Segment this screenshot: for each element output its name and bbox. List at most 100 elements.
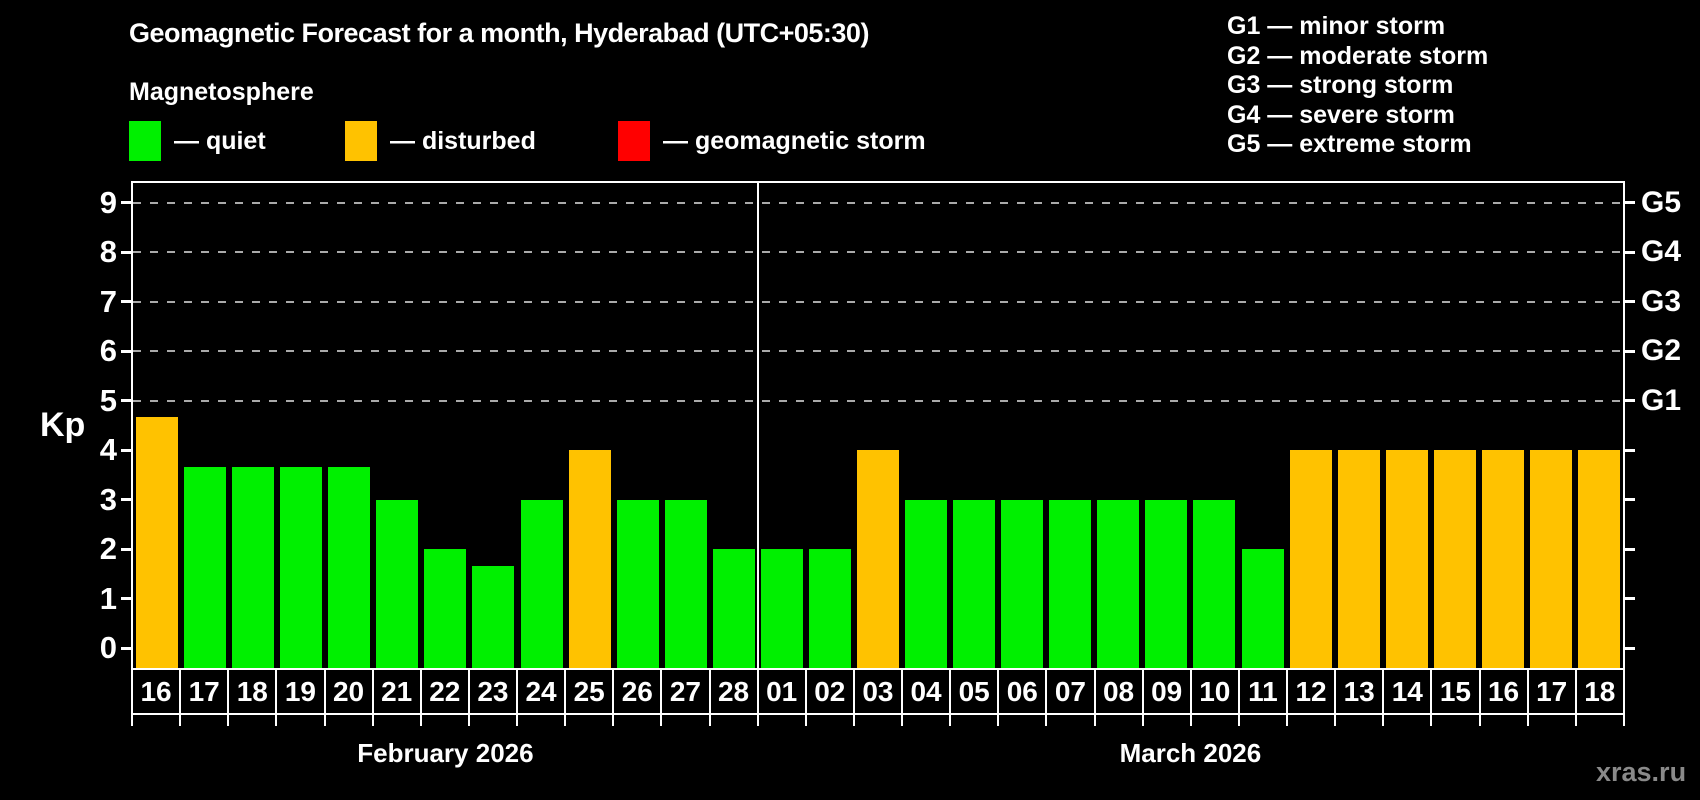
date-cell-mar-09: 09 xyxy=(1141,670,1190,713)
y-tick-label-7: 7 xyxy=(99,283,117,319)
plot-area xyxy=(131,181,1625,668)
watermark: xras.ru xyxy=(1596,757,1687,787)
right-axis-label-g4: G4 xyxy=(1641,235,1682,269)
date-cell-feb-25: 25 xyxy=(564,670,612,713)
g-scale-legend-line-g5: G5 — extreme storm xyxy=(1227,130,1472,158)
kp-bar-mar-09 xyxy=(1145,499,1188,668)
date-boundary-tick xyxy=(901,715,904,726)
date-boundary-tick xyxy=(467,715,470,726)
right-axis-label-g5: G5 xyxy=(1641,185,1682,219)
date-boundary-tick xyxy=(756,715,759,726)
y-tick-right-4 xyxy=(1625,448,1635,452)
kp-bar-feb-23 xyxy=(472,565,515,668)
date-boundary-tick xyxy=(612,715,615,726)
y-tick-label-4: 4 xyxy=(99,432,117,468)
kp-bar-mar-10 xyxy=(1193,499,1236,668)
y-tick-label-8: 8 xyxy=(99,234,117,270)
right-axis-label-g3: G3 xyxy=(1641,284,1682,318)
date-cell-mar-10: 10 xyxy=(1189,670,1238,713)
y-tick-label-3: 3 xyxy=(99,481,117,517)
kp-bar-mar-02 xyxy=(808,549,851,668)
chart-subtitle: Magnetosphere xyxy=(129,78,314,106)
date-boundary-tick xyxy=(708,715,711,726)
date-cell-mar-02: 02 xyxy=(804,670,853,713)
date-cell-feb-23: 23 xyxy=(467,670,516,713)
kp-bar-feb-28 xyxy=(712,549,755,668)
y-tick-right-9 xyxy=(1625,201,1635,205)
kp-bar-feb-16 xyxy=(136,417,179,668)
kp-bar-feb-21 xyxy=(376,499,419,668)
date-boundary-tick xyxy=(419,715,422,726)
g-scale-legend-line-g2: G2 — moderate storm xyxy=(1227,41,1489,70)
y-tick-label-9: 9 xyxy=(99,184,117,220)
date-cell-feb-18: 18 xyxy=(227,670,275,713)
legend-label-storm: — geomagnetic storm xyxy=(663,126,926,155)
date-boundary-tick xyxy=(1623,715,1625,726)
date-boundary-tick xyxy=(179,715,182,726)
date-cell-feb-20: 20 xyxy=(323,670,372,713)
kp-bar-mar-11 xyxy=(1241,549,1284,668)
date-boundary-tick xyxy=(1334,715,1337,726)
y-tick-label-1: 1 xyxy=(99,580,117,616)
date-boundary-tick xyxy=(371,715,374,726)
date-cell-feb-17: 17 xyxy=(179,670,227,713)
kp-bar-mar-04 xyxy=(905,499,948,668)
date-boundary-tick xyxy=(660,715,663,726)
date-cell-mar-16: 16 xyxy=(1478,670,1527,713)
date-boundary-tick xyxy=(275,715,278,726)
kp-bar-feb-18 xyxy=(232,466,275,668)
date-cell-mar-01: 01 xyxy=(756,670,805,713)
date-boundary-tick xyxy=(1093,715,1096,726)
date-boundary-tick xyxy=(1526,715,1529,726)
kp-bar-feb-19 xyxy=(280,466,323,668)
month-divider xyxy=(756,183,759,668)
y-tick-left-2 xyxy=(121,547,131,551)
kp-bar-mar-05 xyxy=(953,499,996,668)
date-boundary-tick xyxy=(804,715,807,726)
y-tick-label-6: 6 xyxy=(99,333,117,369)
y-tick-left-5 xyxy=(121,399,131,403)
disturbed-color-swatch xyxy=(345,121,377,161)
kp-bar-feb-24 xyxy=(520,499,563,668)
date-cell-mar-15: 15 xyxy=(1430,670,1478,713)
gridline-kp9 xyxy=(133,201,1623,204)
y-tick-label-5: 5 xyxy=(99,382,117,418)
g-scale-legend-line-g3: G3 — strong storm xyxy=(1227,71,1454,99)
chart-title: Geomagnetic Forecast for a month, Hydera… xyxy=(129,18,869,48)
legend-item-disturbed: — disturbed xyxy=(345,120,536,162)
y-axis-title: Kp xyxy=(40,406,86,444)
date-boundary-tick xyxy=(564,715,567,726)
y-tick-right-6 xyxy=(1625,349,1635,353)
date-boundary-tick xyxy=(852,715,855,726)
date-cell-feb-28: 28 xyxy=(708,670,757,713)
gridline-kp8 xyxy=(133,251,1623,254)
date-boundary-tick xyxy=(997,715,1000,726)
date-boundary-tick xyxy=(516,715,519,726)
date-boundary-tick xyxy=(949,715,952,726)
gridline-kp5 xyxy=(133,399,1623,402)
gridline-kp7 xyxy=(133,300,1623,303)
date-boundary-tick xyxy=(1382,715,1385,726)
date-cell-mar-04: 04 xyxy=(901,670,949,713)
storm-color-swatch xyxy=(618,121,650,161)
date-axis: 16 17 18 19 20 21 22 23 24 25 26 27 28 01 02 03 04 05 06 07… xyxy=(131,668,1625,715)
g-scale-legend: G1 — minor storm G2 — moderate storm G3 … xyxy=(1227,12,1488,160)
y-tick-left-8 xyxy=(121,250,131,254)
g-scale-legend-line-g4: G4 — severe storm xyxy=(1227,100,1455,129)
month-label-march: March 2026 xyxy=(1119,738,1262,768)
month-label-february: February 2026 xyxy=(357,738,534,768)
y-tick-right-5 xyxy=(1625,399,1635,403)
quiet-color-swatch xyxy=(129,121,161,161)
date-boundary-tick xyxy=(1141,715,1144,726)
kp-bar-feb-26 xyxy=(616,499,659,668)
kp-bar-feb-27 xyxy=(664,499,707,668)
y-tick-left-4 xyxy=(121,448,131,452)
kp-bar-mar-14 xyxy=(1385,450,1428,668)
kp-bar-feb-25 xyxy=(568,450,611,668)
date-cell-mar-17: 17 xyxy=(1526,670,1575,713)
date-boundary-tick xyxy=(323,715,326,726)
kp-bar-feb-20 xyxy=(328,466,371,668)
date-cell-mar-05: 05 xyxy=(949,670,997,713)
right-axis-label-g2: G2 xyxy=(1641,334,1682,368)
